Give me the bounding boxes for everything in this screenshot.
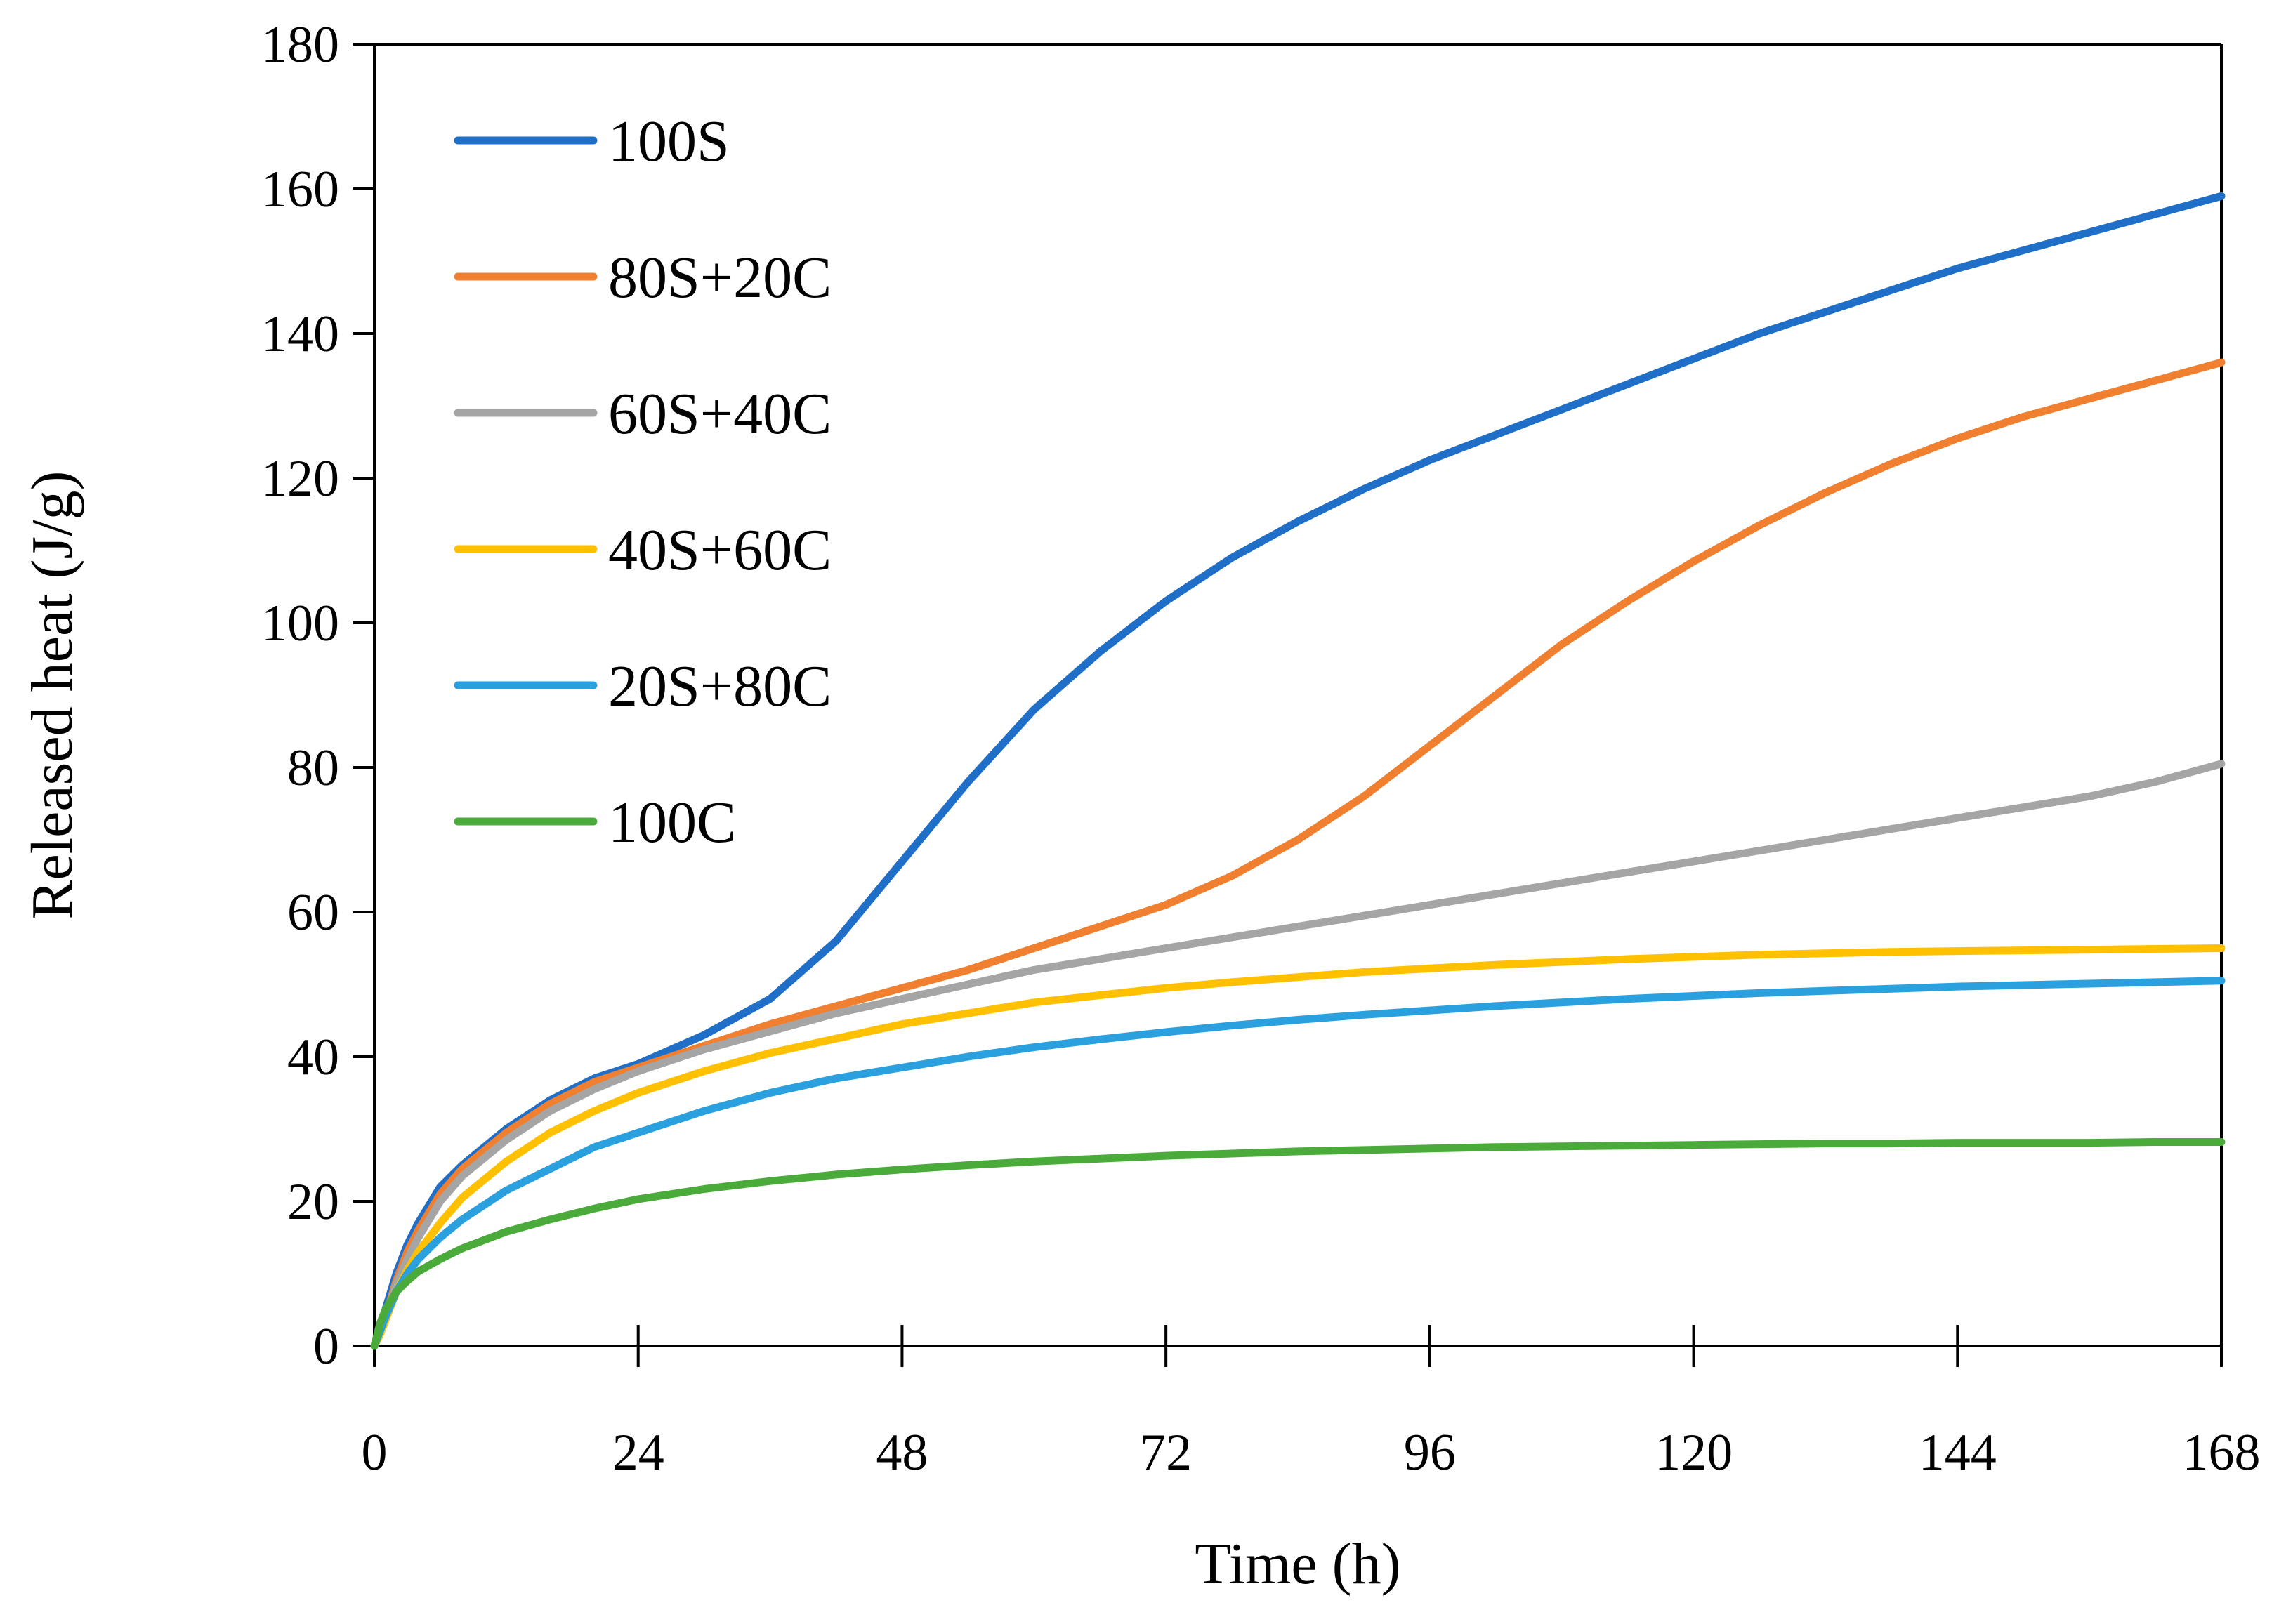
y-tick-label: 160 xyxy=(261,161,339,218)
y-tick-label: 60 xyxy=(287,884,339,942)
y-axis-title: Released heat (J/g) xyxy=(20,470,85,919)
legend-label: 100S xyxy=(608,109,730,174)
legend-label: 40S+60C xyxy=(608,517,832,583)
series-line-40s-60c xyxy=(370,944,2226,1350)
legend-label: 20S+80C xyxy=(608,654,832,719)
y-tick-label: 20 xyxy=(287,1173,339,1231)
y-axis-ticks: 0 20 40 60 80 100 120 140 160 180 xyxy=(261,16,374,1375)
x-axis-title: Time (h) xyxy=(1195,1531,1400,1597)
x-tick-label: 72 xyxy=(1140,1424,1192,1481)
series-lines xyxy=(370,192,2226,1350)
x-tick-label: 24 xyxy=(612,1424,664,1481)
x-tick-label: 96 xyxy=(1404,1424,1456,1481)
series-line-100c xyxy=(370,1138,2226,1350)
legend-label: 100C xyxy=(608,790,736,855)
y-tick-label: 0 xyxy=(313,1318,339,1375)
x-tick-label: 168 xyxy=(2183,1424,2261,1481)
series-line-20s-80c xyxy=(370,977,2226,1350)
y-tick-label: 140 xyxy=(261,305,339,363)
x-tick-label: 120 xyxy=(1655,1424,1733,1481)
legend-label: 60S+40C xyxy=(608,381,832,447)
x-axis-ticks: 0 24 48 72 96 120 144 168 xyxy=(362,1325,2261,1481)
x-tick-label: 0 xyxy=(362,1424,388,1481)
x-tick-label: 144 xyxy=(1919,1424,1997,1481)
y-tick-label: 180 xyxy=(261,16,339,74)
y-tick-label: 100 xyxy=(261,595,339,652)
series-line-60s-40c xyxy=(370,760,2226,1350)
y-tick-label: 120 xyxy=(261,450,339,508)
y-tick-label: 80 xyxy=(287,739,339,797)
y-tick-label: 40 xyxy=(287,1029,339,1086)
plot-area xyxy=(373,43,2223,1347)
legend: 100S 80S+20C 60S+40C 40S+60C 20S+80C 100C xyxy=(454,109,832,855)
x-tick-label: 48 xyxy=(876,1424,928,1481)
legend-label: 80S+20C xyxy=(608,245,832,310)
series-line-100s xyxy=(370,192,2226,1350)
